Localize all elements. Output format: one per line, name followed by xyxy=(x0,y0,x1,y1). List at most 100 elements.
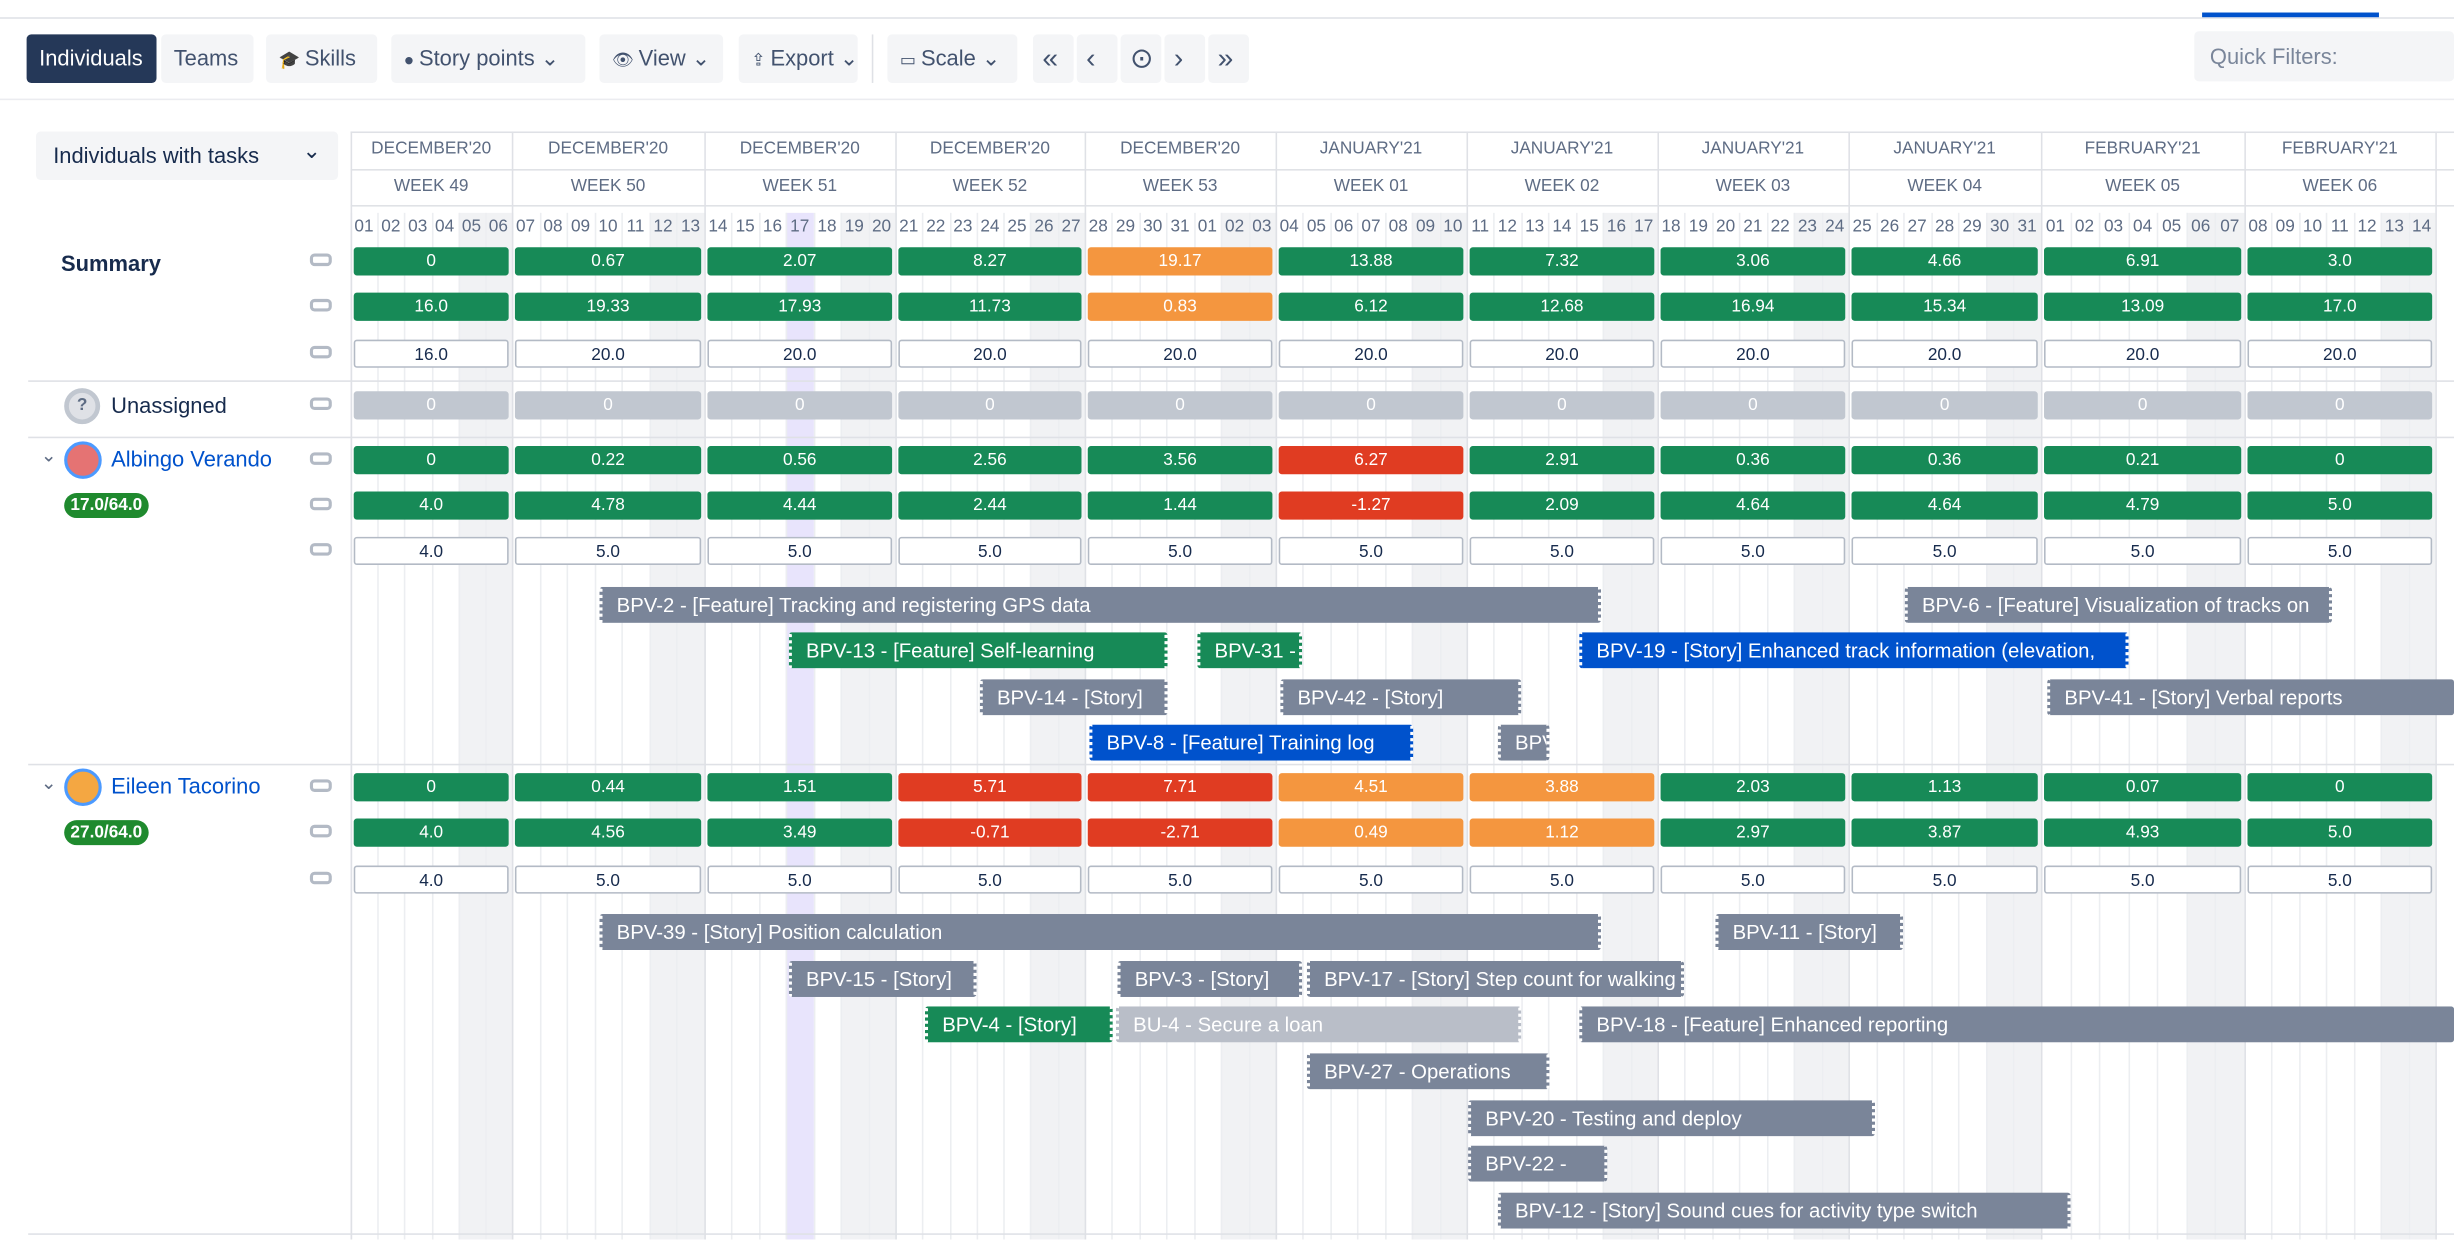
task-bar[interactable]: BPV-42 - [Story] xyxy=(1280,679,1522,716)
task-bar[interactable]: BPV-15 - [Story] xyxy=(788,960,977,997)
nav-button[interactable]: « xyxy=(1032,34,1074,83)
task-bar[interactable]: BPV-13 - [Feature] Self-learning xyxy=(788,632,1168,669)
task-bar[interactable]: BPV-11 - [Story] xyxy=(1715,914,1904,951)
day-label: 21 xyxy=(1743,217,1763,237)
task-bar[interactable]: BPV-39 - [Story] Position calculation xyxy=(599,914,1602,951)
toolbar-button[interactable]: ▭ Scale ⌄ xyxy=(887,34,1018,83)
load-cell: 3.0 xyxy=(2247,247,2433,276)
load-cell: 3.87 xyxy=(1851,818,2038,847)
week-line xyxy=(1275,131,1278,1240)
grouping-dropdown[interactable]: Individuals with tasks ⌄ xyxy=(35,131,339,180)
load-cell: 7.71 xyxy=(1087,773,1273,802)
capacity-cell: 5.0 xyxy=(1660,865,1846,894)
task-bar[interactable]: BPV-22 - xyxy=(1468,1145,1608,1182)
person-name[interactable]: Eileen Tacorino xyxy=(111,773,261,799)
day-label: 18 xyxy=(817,217,837,237)
day-label: 02 xyxy=(381,217,401,237)
capacity-cell: 4.0 xyxy=(353,865,509,894)
load-cell: 13.09 xyxy=(2044,292,2242,321)
day-label: 07 xyxy=(2220,217,2240,237)
day-label: 14 xyxy=(708,217,728,237)
weekend-column xyxy=(1030,212,1058,1240)
day-line xyxy=(867,212,870,1240)
load-cell: 6.27 xyxy=(1278,446,1464,475)
week-label: WEEK 03 xyxy=(1715,176,1791,196)
task-bar[interactable]: BPV-31 - xyxy=(1197,632,1303,669)
row-icon xyxy=(309,452,332,465)
load-cell: 4.78 xyxy=(514,491,702,520)
load-cell: 2.56 xyxy=(898,446,1082,475)
day-line xyxy=(976,212,978,1240)
day-label: 22 xyxy=(926,217,946,237)
day-line xyxy=(2069,212,2072,1240)
day-label: 03 xyxy=(1252,217,1272,237)
load-cell: 2.91 xyxy=(1469,446,1655,475)
task-bar[interactable]: BPV-17 - [Story] Step count for walking xyxy=(1306,960,1685,997)
week-label: WEEK 52 xyxy=(952,176,1028,196)
capacity-cell: 5.0 xyxy=(707,536,893,566)
day-label: 13 xyxy=(680,217,701,237)
toolbar-button[interactable]: 👁 View ⌄ xyxy=(599,34,724,83)
load-cell: 3.56 xyxy=(1087,446,1273,475)
toolbar-button[interactable]: ⇪ Export ⌄ xyxy=(738,34,858,83)
toolbar-button[interactable]: 🎓 Skills xyxy=(266,34,378,83)
toolbar-button[interactable]: Teams xyxy=(161,34,254,83)
task-bar[interactable]: BPV-41 - [Story] Verbal reports xyxy=(2047,679,2454,716)
expand-chevron[interactable]: ⌄ xyxy=(40,444,57,467)
task-bar[interactable]: BPV-8 - [Feature] Training log xyxy=(1089,724,1414,761)
load-cell: 6.12 xyxy=(1278,292,1464,321)
week-label: WEEK 50 xyxy=(570,176,646,196)
task-bar[interactable]: BU-4 - Secure a loan xyxy=(1115,1006,1522,1043)
capacity-cell: 20.0 xyxy=(1851,339,2038,368)
task-bar[interactable]: BPV-2 - [Feature] Tracking and registeri… xyxy=(599,586,1602,623)
task-bar[interactable]: BPV-4 - [Story] xyxy=(924,1006,1113,1043)
task-bar[interactable]: BPV-3 - [Story] xyxy=(1117,960,1303,997)
task-bar[interactable]: BPV-27 - Operations xyxy=(1306,1053,1550,1090)
day-label: 09 xyxy=(1415,217,1436,237)
toolbar-button[interactable]: ● Story points ⌄ xyxy=(391,34,586,83)
load-cell: -2.71 xyxy=(1087,818,1273,847)
day-label: 11 xyxy=(626,217,645,237)
quick-filters[interactable]: Quick Filters: xyxy=(2194,31,2454,82)
day-label: 05 xyxy=(461,217,482,237)
month-label: DECEMBER'20 xyxy=(548,139,669,159)
task-bar[interactable]: BPV-12 - [Story] Sound cues for activity… xyxy=(1497,1192,2071,1229)
task-bar[interactable]: BPV-14 - [Story] xyxy=(979,679,1168,716)
row-icon xyxy=(309,871,332,885)
day-line xyxy=(431,212,433,1240)
day-label: 19 xyxy=(844,217,864,237)
expand-chevron[interactable]: ⌄ xyxy=(40,771,57,794)
week-label: WEEK 04 xyxy=(1907,176,1982,196)
month-label: JANUARY'21 xyxy=(1701,139,1805,159)
load-cell: 0 xyxy=(898,391,1082,420)
toolbar-button[interactable]: Individuals xyxy=(26,34,157,83)
task-bar[interactable]: BPV-20 - Testing and deploy xyxy=(1468,1100,1875,1137)
capacity-cell: 5.0 xyxy=(2247,536,2433,566)
task-bar[interactable]: BPV-19 - [Story] Enhanced track informat… xyxy=(1579,632,2129,669)
capacity-cell: 20.0 xyxy=(2247,339,2433,368)
load-cell: 4.93 xyxy=(2044,818,2242,847)
day-label: 12 xyxy=(653,217,673,237)
person-name[interactable]: Albingo Verando xyxy=(111,446,272,472)
task-bar[interactable]: BPV xyxy=(1497,724,1550,761)
nav-button[interactable]: » xyxy=(1208,34,1249,83)
day-line xyxy=(621,212,624,1240)
nav-button[interactable]: ‹ xyxy=(1076,34,1118,83)
day-label: 25 xyxy=(1007,217,1027,237)
task-bar[interactable]: BPV-18 - [Feature] Enhanced reporting xyxy=(1579,1006,2454,1043)
day-label: 07 xyxy=(1361,217,1381,237)
load-cell: 0 xyxy=(1660,391,1846,420)
load-cell: 4.64 xyxy=(1660,491,1846,520)
nav-button[interactable]: › xyxy=(1164,34,1206,83)
load-cell: 6.91 xyxy=(2044,247,2242,276)
load-cell: 2.97 xyxy=(1660,818,1846,847)
day-line xyxy=(1493,212,1496,1240)
weekend-column xyxy=(1821,212,1849,1240)
day-line xyxy=(1439,212,1441,1240)
nav-button[interactable]: ⊙ xyxy=(1120,34,1162,83)
load-cell: 0.07 xyxy=(2044,773,2242,802)
day-line xyxy=(1766,212,1769,1240)
task-bar[interactable]: BPV-6 - [Feature] Visualization of track… xyxy=(1904,586,2332,623)
load-cell: 0.49 xyxy=(1278,818,1464,847)
toolbar-separator xyxy=(871,34,874,83)
